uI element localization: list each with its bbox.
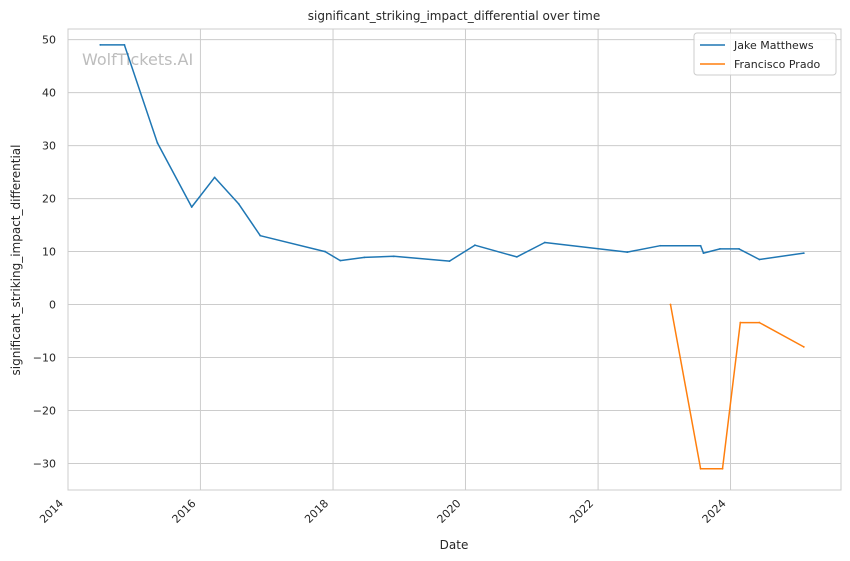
y-gridlines xyxy=(68,39,841,465)
data-point-jake-matthews xyxy=(123,43,126,46)
y-tick-label: −10 xyxy=(33,352,56,365)
data-point-jake-matthews xyxy=(543,241,546,244)
data-point-jake-matthews xyxy=(392,255,395,258)
data-point-jake-matthews xyxy=(758,258,761,261)
data-point-jake-matthews xyxy=(738,248,740,250)
plot-frame xyxy=(67,28,842,491)
plot-area xyxy=(68,29,841,490)
data-point-jake-matthews xyxy=(259,234,262,237)
y-axis-label: significant_striking_impact_differential xyxy=(9,145,23,376)
data-point-francisco-prado xyxy=(758,321,761,324)
data-point-francisco-prado xyxy=(739,321,742,324)
data-point-jake-matthews xyxy=(156,142,159,144)
legend: Jake Matthews Francisco Prado xyxy=(693,32,837,76)
data-point-jake-matthews xyxy=(802,252,805,255)
chart-title: significant_striking_impact_differential… xyxy=(308,9,600,23)
data-point-jake-matthews xyxy=(363,256,366,259)
data-point-francisco-prado xyxy=(669,303,672,306)
data-point-jake-matthews xyxy=(99,43,102,46)
y-tick-label: 30 xyxy=(42,140,56,153)
data-point-jake-matthews xyxy=(702,252,705,255)
data-point-francisco-prado xyxy=(721,467,724,470)
data-point-jake-matthews xyxy=(626,251,629,253)
y-tick-label: −30 xyxy=(33,458,56,471)
data-point-jake-matthews xyxy=(659,244,662,247)
legend-box xyxy=(693,32,837,76)
data-point-jake-matthews xyxy=(699,244,702,247)
y-tick-labels: 50 40 30 20 10 0 −10 −20 −30 xyxy=(33,34,56,471)
data-point-jake-matthews xyxy=(448,260,451,262)
legend-label-francisco-prado: Francisco Prado xyxy=(734,58,821,71)
data-point-jake-matthews xyxy=(515,255,518,258)
watermark-text: WolfTickets.AI xyxy=(82,50,193,69)
data-point-jake-matthews xyxy=(237,202,240,205)
data-point-jake-matthews xyxy=(339,259,342,262)
y-tick-label: 0 xyxy=(49,299,56,312)
y-tick-label: 50 xyxy=(42,34,56,47)
y-tick-label: −20 xyxy=(33,405,56,418)
y-tick-label: 20 xyxy=(42,193,56,206)
data-point-jake-matthews xyxy=(324,250,326,253)
series-line-francisco-prado xyxy=(669,303,805,470)
legend-label-jake-matthews: Jake Matthews xyxy=(733,39,814,52)
y-tick-label: 10 xyxy=(42,246,56,259)
x-axis-label: Date xyxy=(440,538,469,552)
data-point-jake-matthews xyxy=(213,176,216,179)
y-tick-label: 40 xyxy=(42,87,56,100)
data-point-jake-matthews xyxy=(719,248,721,250)
series-layer xyxy=(99,43,805,470)
data-point-jake-matthews xyxy=(474,244,476,247)
data-point-jake-matthews xyxy=(190,206,193,208)
data-point-francisco-prado xyxy=(802,346,805,348)
data-point-francisco-prado xyxy=(699,467,702,470)
